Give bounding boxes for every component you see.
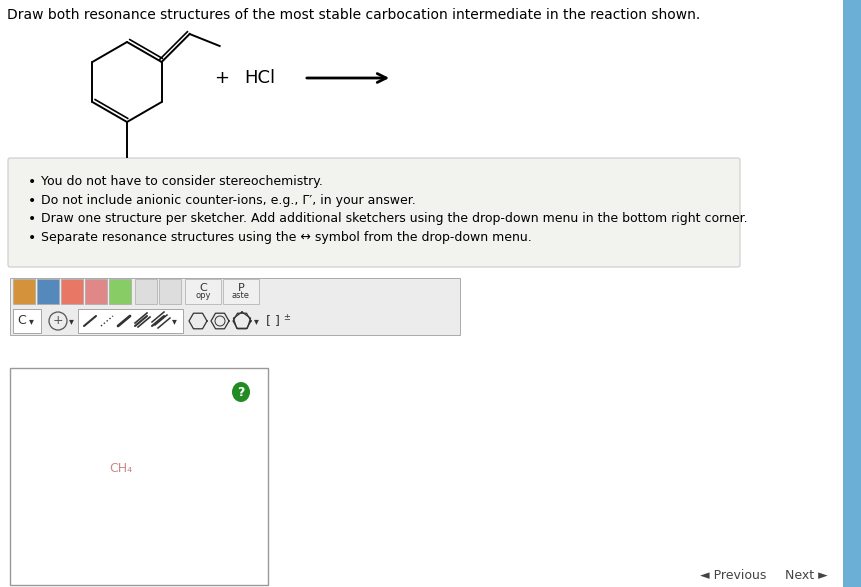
- FancyBboxPatch shape: [13, 309, 41, 333]
- Bar: [37, 279, 59, 304]
- Text: ±: ±: [283, 312, 290, 322]
- Bar: [185, 279, 221, 304]
- Text: Separate resonance structures using the ↔ symbol from the drop-down menu.: Separate resonance structures using the …: [41, 231, 532, 244]
- Text: aste: aste: [232, 291, 250, 299]
- Text: ▾: ▾: [253, 316, 258, 326]
- Text: opy: opy: [195, 291, 211, 299]
- Text: Next ►: Next ►: [785, 569, 827, 582]
- Ellipse shape: [232, 382, 250, 402]
- Bar: [223, 279, 259, 304]
- Text: CH₄: CH₄: [109, 462, 133, 475]
- Bar: [109, 279, 131, 304]
- Bar: [10, 278, 460, 335]
- Text: +: +: [214, 69, 230, 87]
- FancyBboxPatch shape: [8, 158, 740, 267]
- Text: ◄ Previous: ◄ Previous: [700, 569, 766, 582]
- Text: •: •: [28, 175, 36, 189]
- Text: •: •: [28, 231, 36, 245]
- Bar: [78, 309, 183, 333]
- Bar: [61, 279, 83, 304]
- Text: ▾: ▾: [69, 316, 73, 326]
- Bar: [843, 0, 861, 587]
- Text: [ ]: [ ]: [266, 315, 280, 328]
- Text: •: •: [28, 212, 36, 226]
- Bar: [85, 279, 107, 304]
- Text: HCl: HCl: [245, 69, 276, 87]
- Text: •: •: [28, 194, 36, 208]
- Text: ▾: ▾: [28, 316, 34, 326]
- Bar: [159, 279, 181, 304]
- Text: C: C: [17, 315, 27, 328]
- Text: You do not have to consider stereochemistry.: You do not have to consider stereochemis…: [41, 175, 323, 188]
- Text: ▾: ▾: [171, 316, 177, 326]
- Bar: [135, 279, 157, 304]
- Bar: [13, 279, 35, 304]
- Text: Draw both resonance structures of the most stable carbocation intermediate in th: Draw both resonance structures of the mo…: [7, 8, 700, 22]
- Bar: [10, 368, 268, 585]
- Text: Do not include anionic counter-ions, e.g., Γ′, in your answer.: Do not include anionic counter-ions, e.g…: [41, 194, 416, 207]
- Text: Draw one structure per sketcher. Add additional sketchers using the drop-down me: Draw one structure per sketcher. Add add…: [41, 212, 747, 225]
- Text: C: C: [199, 283, 207, 293]
- Text: P: P: [238, 283, 245, 293]
- Text: ?: ?: [238, 386, 245, 399]
- Text: +: +: [53, 315, 64, 328]
